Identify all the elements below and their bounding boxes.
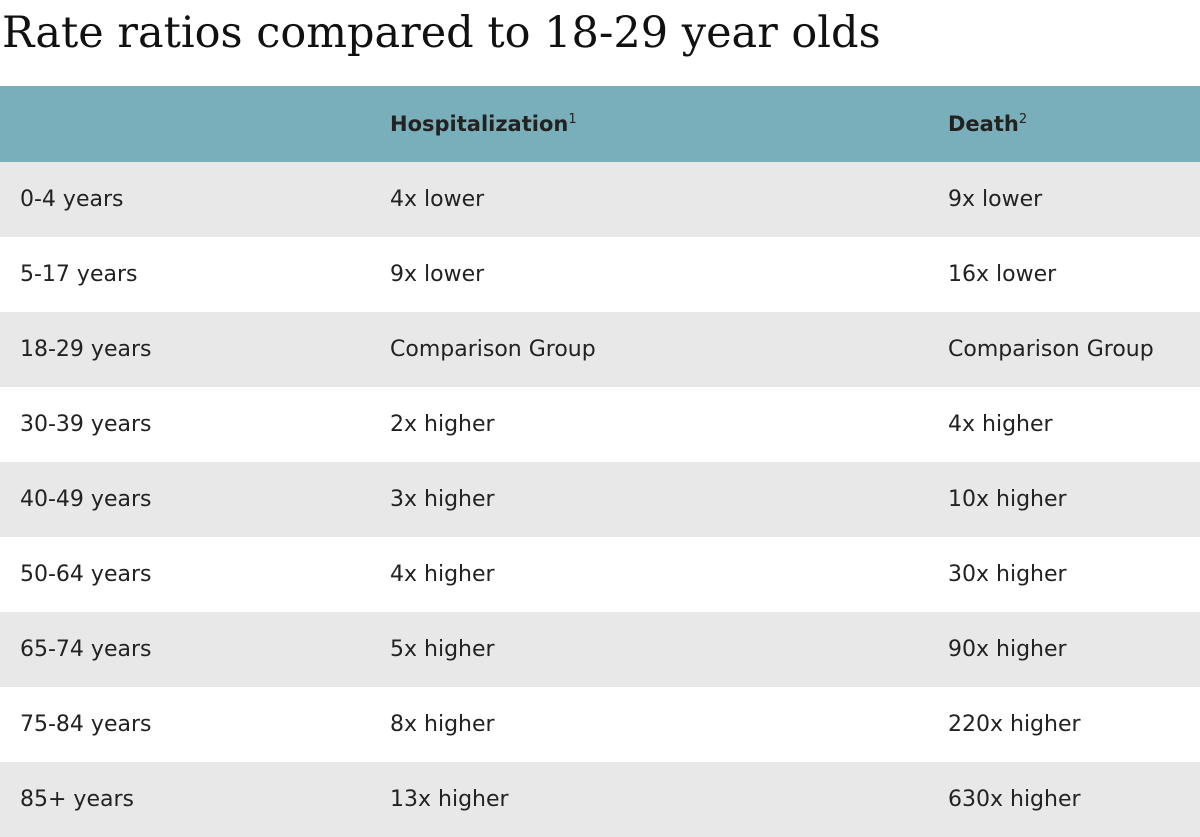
table-cell: Comparison Group (928, 312, 1200, 387)
table-cell: Comparison Group (370, 312, 928, 387)
table-cell: 10x higher (928, 462, 1200, 537)
table-cell: 50-64 years (20, 562, 152, 587)
table-cell: 8x higher (390, 712, 495, 737)
table-cell: 0-4 years (0, 162, 370, 237)
rate-table: Hospitalization1 Death2 0-4 years 4x lowe… (0, 86, 1200, 837)
header-row: Hospitalization1 Death2 (0, 86, 1200, 162)
footnote-marker: 2 (1018, 112, 1028, 127)
header-cell (0, 86, 370, 162)
title: Rate ratios compared to 18-29 year olds (2, 8, 881, 58)
table-cell: 75-84 years (20, 712, 152, 737)
table-row: 40-49 years 3x higher 10x higher (0, 462, 1200, 537)
table-cell: 9x lower (390, 262, 485, 287)
table-row: 85+ years 13x higher 630x higher (0, 762, 1200, 837)
table-cell: 4x lower (370, 162, 928, 237)
table-cell: 13x higher (370, 762, 928, 837)
table-row: 5-17 years 9x lower 16x lower (0, 237, 1200, 312)
table-cell: 2x higher (390, 412, 495, 437)
table-cell: 40-49 years (0, 462, 370, 537)
table-cell: 3x higher (370, 462, 928, 537)
footnote-marker: 1 (568, 112, 577, 127)
table-cell: 5-17 years (20, 262, 138, 287)
table-cell: 30x higher (948, 562, 1067, 587)
table-cell: 30-39 years (20, 412, 152, 437)
table-row: 75-84 years 8x higher 220x higher (0, 687, 1200, 762)
table-cell: 90x higher (928, 612, 1200, 687)
header-cell: Hospitalization1 (370, 86, 928, 162)
table-cell: 630x higher (928, 762, 1200, 837)
table-row: 18-29 years Comparison Group Comparison Gr… (0, 312, 1200, 387)
header-cell: Death2 (928, 86, 1200, 162)
table-row: 30-39 years 2x higher 4x higher (0, 387, 1200, 462)
table-cell: 18-29 years (0, 312, 370, 387)
table-cell: 4x higher (390, 562, 495, 587)
table-body: 0-4 years 4x lower 9x lower 5-17 years 9x lo… (0, 162, 1200, 837)
table-cell: 4x higher (948, 412, 1053, 437)
header-label: Death (948, 112, 1019, 136)
table-cell: 5x higher (370, 612, 928, 687)
table-row: 65-74 years 5x higher 90x higher (0, 612, 1200, 687)
table-row: 0-4 years 4x lower 9x lower (0, 162, 1200, 237)
table-cell: 16x lower (948, 262, 1057, 287)
header-label: Hospitalization (390, 112, 569, 136)
table-cell: 65-74 years (0, 612, 370, 687)
table-cell: 85+ years (0, 762, 370, 837)
table-cell: 9x lower (928, 162, 1200, 237)
table-cell: 220x higher (948, 712, 1081, 737)
table-row: 50-64 years 4x higher 30x higher (0, 537, 1200, 612)
